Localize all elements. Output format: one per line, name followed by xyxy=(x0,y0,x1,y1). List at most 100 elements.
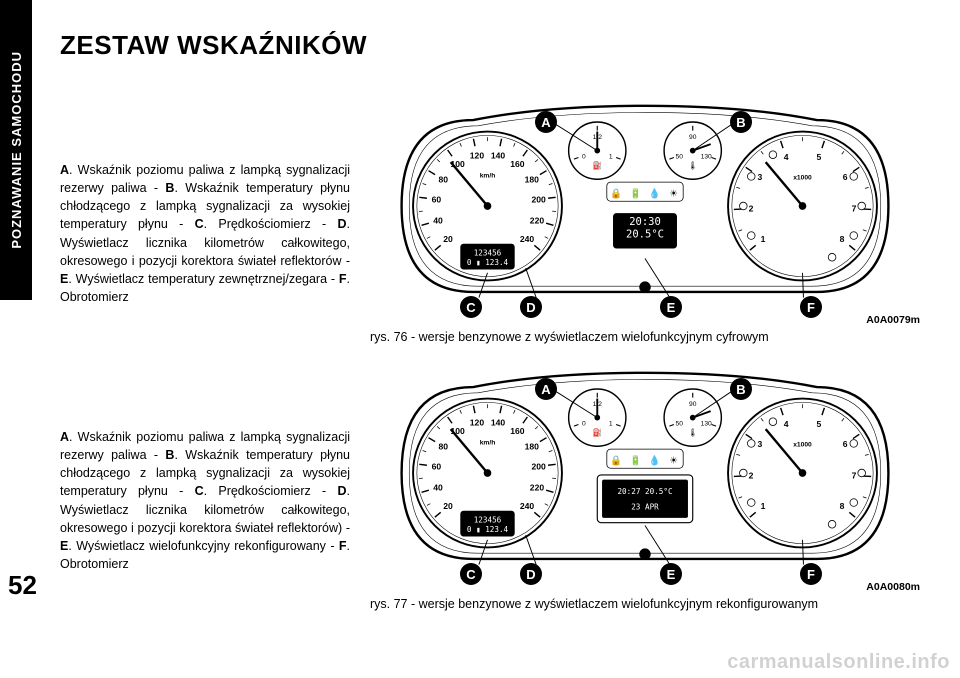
row-2: A. Wskaźnik poziomu paliwa z lampką sygn… xyxy=(60,368,940,611)
page-number: 52 xyxy=(8,570,37,601)
sidebar-tab: POZNAWANIE SAMOCHODU xyxy=(0,0,32,300)
svg-text:7: 7 xyxy=(852,470,857,480)
svg-text:x1000: x1000 xyxy=(793,441,812,448)
svg-text:130: 130 xyxy=(701,153,712,160)
svg-text:120: 120 xyxy=(470,150,485,160)
svg-text:20: 20 xyxy=(443,234,453,244)
svg-text:8: 8 xyxy=(840,501,845,511)
svg-text:220: 220 xyxy=(530,482,545,492)
svg-text:0: 0 xyxy=(582,153,586,160)
svg-text:🔋: 🔋 xyxy=(630,187,642,199)
svg-text:180: 180 xyxy=(525,174,540,184)
svg-text:4: 4 xyxy=(784,152,789,162)
svg-text:1: 1 xyxy=(761,501,766,511)
callout-b: B xyxy=(730,111,752,133)
svg-text:0 ▮ 123.4: 0 ▮ 123.4 xyxy=(467,258,509,267)
svg-text:8: 8 xyxy=(840,234,845,244)
watermark: carmanualsonline.info xyxy=(727,651,950,674)
svg-text:140: 140 xyxy=(491,417,506,427)
svg-text:123456: 123456 xyxy=(474,249,502,258)
svg-text:☀: ☀ xyxy=(669,188,678,199)
svg-text:5: 5 xyxy=(817,419,822,429)
page-title: ZESTAW WSKAŹNIKÓW xyxy=(60,30,940,61)
callout-a: A xyxy=(535,378,557,400)
svg-text:km/h: km/h xyxy=(480,172,496,179)
svg-text:50: 50 xyxy=(676,420,684,427)
callout-f: F xyxy=(800,296,822,318)
svg-text:20:27 20.5°C: 20:27 20.5°C xyxy=(617,487,672,496)
text-block-1: A. Wskaźnik poziomu paliwa z lampką sygn… xyxy=(60,101,350,306)
svg-text:x1000: x1000 xyxy=(793,174,812,181)
text-block-2: A. Wskaźnik poziomu paliwa z lampką sygn… xyxy=(60,368,350,573)
svg-text:80: 80 xyxy=(439,441,449,451)
svg-text:90: 90 xyxy=(689,134,697,141)
svg-text:⛽: ⛽ xyxy=(593,161,603,170)
svg-text:5: 5 xyxy=(817,152,822,162)
svg-text:200: 200 xyxy=(531,461,546,471)
svg-text:180: 180 xyxy=(525,441,540,451)
svg-text:🌡: 🌡 xyxy=(688,161,698,170)
svg-text:🌡: 🌡 xyxy=(688,428,698,437)
figure-caption-1: rys. 76 - wersje benzynowe z wyświetlacz… xyxy=(370,330,930,344)
row-1: A. Wskaźnik poziomu paliwa z lampką sygn… xyxy=(60,101,940,344)
figure-block-2: 01/21⛽5090130🌡🔒🔋💧☀2040608010012014016018… xyxy=(370,368,930,611)
callout-d: D xyxy=(520,296,542,318)
svg-text:3: 3 xyxy=(758,172,763,182)
callout-c: C xyxy=(460,296,482,318)
svg-text:2: 2 xyxy=(749,470,754,480)
svg-text:160: 160 xyxy=(510,159,525,169)
svg-text:20:30: 20:30 xyxy=(629,216,661,228)
svg-text:220: 220 xyxy=(530,215,545,225)
main-content: ZESTAW WSKAŹNIKÓW A. Wskaźnik poziomu pa… xyxy=(60,30,940,635)
svg-text:💧: 💧 xyxy=(649,187,661,199)
figure-block-1: 01/21⛽5090130🌡🔒🔋💧☀2040608010012014016018… xyxy=(370,101,930,344)
svg-text:6: 6 xyxy=(843,439,848,449)
svg-text:0: 0 xyxy=(582,420,586,427)
figure-caption-2: rys. 77 - wersje benzynowe z wyświetlacz… xyxy=(370,597,930,611)
svg-text:240: 240 xyxy=(520,501,535,511)
callout-a: A xyxy=(535,111,557,133)
svg-text:🔒: 🔒 xyxy=(610,187,622,199)
svg-text:7: 7 xyxy=(852,203,857,213)
svg-text:80: 80 xyxy=(439,174,449,184)
svg-text:🔋: 🔋 xyxy=(630,454,642,466)
svg-text:🔒: 🔒 xyxy=(610,454,622,466)
instrument-cluster-1: 01/21⛽5090130🌡🔒🔋💧☀2040608010012014016018… xyxy=(370,101,920,311)
svg-text:2: 2 xyxy=(749,203,754,213)
svg-text:💧: 💧 xyxy=(649,454,661,466)
svg-text:4: 4 xyxy=(784,419,789,429)
svg-text:60: 60 xyxy=(432,194,442,204)
svg-text:123456: 123456 xyxy=(474,516,502,525)
svg-text:120: 120 xyxy=(470,417,485,427)
svg-text:40: 40 xyxy=(433,215,443,225)
instrument-cluster-2: 01/21⛽5090130🌡🔒🔋💧☀2040608010012014016018… xyxy=(370,368,920,578)
svg-text:6: 6 xyxy=(843,172,848,182)
svg-text:20.5°C: 20.5°C xyxy=(626,229,664,241)
svg-text:90: 90 xyxy=(689,401,697,408)
svg-text:140: 140 xyxy=(491,150,506,160)
svg-text:23 APR: 23 APR xyxy=(631,502,659,511)
cluster-wrap-1: 01/21⛽5090130🌡🔒🔋💧☀2040608010012014016018… xyxy=(370,101,920,316)
svg-text:130: 130 xyxy=(701,420,712,427)
svg-text:⛽: ⛽ xyxy=(593,428,603,437)
callout-d: D xyxy=(520,563,542,585)
svg-text:km/h: km/h xyxy=(480,439,496,446)
svg-text:☀: ☀ xyxy=(669,455,678,466)
svg-text:0 ▮ 123.4: 0 ▮ 123.4 xyxy=(467,525,509,534)
callout-e: E xyxy=(660,563,682,585)
callout-f: F xyxy=(800,563,822,585)
svg-text:1: 1 xyxy=(761,234,766,244)
svg-text:240: 240 xyxy=(520,234,535,244)
sidebar-label: POZNAWANIE SAMOCHODU xyxy=(9,51,24,249)
svg-text:160: 160 xyxy=(510,426,525,436)
callout-e: E xyxy=(660,296,682,318)
svg-text:50: 50 xyxy=(676,153,684,160)
svg-text:200: 200 xyxy=(531,194,546,204)
svg-text:1: 1 xyxy=(609,153,613,160)
svg-text:1: 1 xyxy=(609,420,613,427)
svg-text:20: 20 xyxy=(443,501,453,511)
callout-b: B xyxy=(730,378,752,400)
callout-c: C xyxy=(460,563,482,585)
cluster-wrap-2: 01/21⛽5090130🌡🔒🔋💧☀2040608010012014016018… xyxy=(370,368,920,583)
svg-text:60: 60 xyxy=(432,461,442,471)
